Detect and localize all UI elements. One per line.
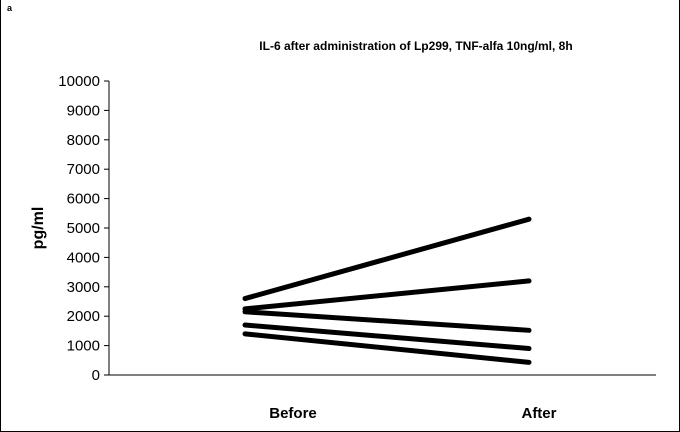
- chart-title: IL-6 after administration of Lp299, TNF-…: [259, 39, 572, 53]
- y-tick-label: 4000: [67, 249, 100, 266]
- series-line-5: [242, 331, 532, 365]
- y-axis-label: pg/ml: [30, 207, 47, 250]
- x-category-label: Before: [269, 405, 317, 422]
- y-tick-label: 2000: [67, 308, 100, 325]
- series-lines: [242, 216, 532, 365]
- y-tick-label: 6000: [67, 191, 100, 208]
- y-tick-label: 7000: [67, 161, 100, 178]
- x-category-label: After: [521, 405, 556, 422]
- series-line-4: [242, 322, 532, 352]
- panel-label: a: [7, 3, 13, 13]
- y-tick-label: 1000: [67, 338, 100, 355]
- x-categories: Before After: [269, 405, 556, 422]
- series-line-1: [242, 216, 532, 302]
- y-tick-label: 8000: [67, 132, 100, 149]
- y-tick-label: 5000: [67, 220, 100, 237]
- y-tick-label: 9000: [67, 102, 100, 119]
- y-ticks: 0 1000 2000 3000 4000 5000 6000 7000 8000 9000 100…: [58, 73, 109, 384]
- series-line-3: [242, 309, 532, 333]
- y-tick-label: 3000: [67, 279, 100, 296]
- series-line-2: [242, 278, 532, 312]
- y-tick-label: 10000: [58, 73, 100, 90]
- y-tick-label: 0: [92, 367, 100, 384]
